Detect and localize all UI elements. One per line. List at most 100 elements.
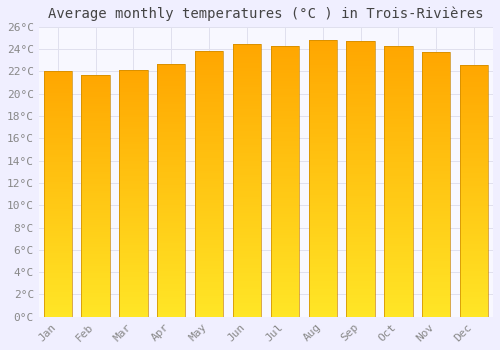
Bar: [44, 194, 72, 197]
Bar: [308, 65, 337, 68]
Bar: [460, 196, 488, 198]
Bar: [270, 76, 299, 78]
Bar: [384, 116, 412, 119]
Bar: [157, 76, 186, 79]
Bar: [195, 102, 224, 104]
Bar: [233, 106, 261, 109]
Bar: [270, 133, 299, 135]
Bar: [44, 295, 72, 297]
Bar: [119, 152, 148, 154]
Bar: [422, 52, 450, 55]
Bar: [195, 57, 224, 59]
Bar: [308, 311, 337, 314]
Bar: [44, 135, 72, 138]
Bar: [195, 78, 224, 80]
Bar: [44, 101, 72, 103]
Bar: [308, 96, 337, 98]
Bar: [270, 222, 299, 225]
Bar: [233, 243, 261, 246]
Bar: [82, 234, 110, 237]
Bar: [157, 296, 186, 299]
Bar: [157, 236, 186, 238]
Bar: [82, 201, 110, 203]
Bar: [82, 128, 110, 131]
Bar: [346, 234, 375, 237]
Bar: [308, 259, 337, 261]
Bar: [82, 249, 110, 251]
Bar: [346, 311, 375, 314]
Bar: [270, 108, 299, 111]
Bar: [82, 309, 110, 312]
Bar: [308, 306, 337, 308]
Bar: [384, 138, 412, 141]
Bar: [119, 307, 148, 309]
Bar: [119, 206, 148, 208]
Bar: [82, 142, 110, 145]
Bar: [384, 217, 412, 219]
Bar: [233, 76, 261, 79]
Bar: [195, 179, 224, 181]
Bar: [233, 240, 261, 243]
Bar: [346, 77, 375, 80]
Bar: [82, 227, 110, 230]
Bar: [346, 187, 375, 190]
Bar: [195, 258, 224, 261]
Bar: [384, 244, 412, 246]
Bar: [82, 138, 110, 140]
Bar: [384, 141, 412, 143]
Bar: [460, 120, 488, 123]
Bar: [422, 238, 450, 240]
Bar: [422, 208, 450, 211]
Bar: [422, 301, 450, 303]
Bar: [119, 149, 148, 152]
Bar: [270, 160, 299, 162]
Bar: [195, 72, 224, 75]
Bar: [384, 303, 412, 306]
Bar: [195, 221, 224, 224]
Bar: [308, 145, 337, 148]
Bar: [346, 248, 375, 251]
Bar: [308, 298, 337, 300]
Bar: [460, 259, 488, 261]
Bar: [384, 113, 412, 116]
Bar: [119, 189, 148, 191]
Bar: [195, 261, 224, 264]
Bar: [195, 303, 224, 306]
Bar: [233, 123, 261, 126]
Bar: [157, 220, 186, 223]
Bar: [270, 284, 299, 287]
Bar: [233, 109, 261, 112]
Bar: [233, 221, 261, 224]
Bar: [119, 218, 148, 220]
Bar: [82, 205, 110, 208]
Bar: [44, 214, 72, 216]
Bar: [384, 97, 412, 100]
Bar: [308, 231, 337, 234]
Bar: [44, 233, 72, 236]
Bar: [44, 287, 72, 290]
Bar: [119, 102, 148, 105]
Bar: [157, 140, 186, 142]
Bar: [157, 203, 186, 205]
Bar: [384, 279, 412, 281]
Bar: [44, 275, 72, 278]
Bar: [82, 87, 110, 89]
Bar: [233, 68, 261, 71]
Bar: [119, 213, 148, 216]
Bar: [119, 142, 148, 144]
Bar: [308, 126, 337, 129]
Bar: [270, 105, 299, 108]
Bar: [308, 292, 337, 295]
Bar: [195, 224, 224, 226]
Bar: [346, 138, 375, 140]
Bar: [422, 148, 450, 150]
Bar: [195, 51, 224, 54]
Bar: [44, 312, 72, 314]
Bar: [119, 238, 148, 240]
Bar: [308, 112, 337, 115]
Bar: [157, 122, 186, 124]
Bar: [195, 59, 224, 62]
Bar: [44, 256, 72, 258]
Bar: [44, 258, 72, 260]
Bar: [157, 130, 186, 132]
